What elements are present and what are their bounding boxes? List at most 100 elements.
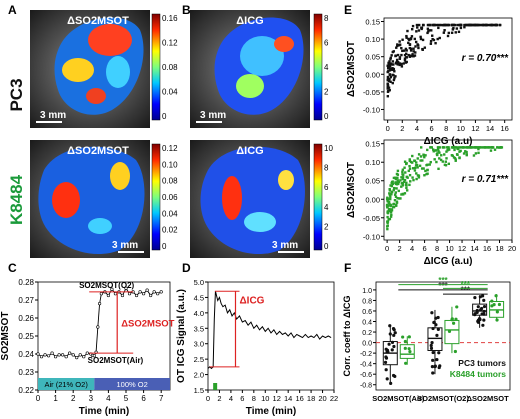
scalebar-label-b-top: 3 mm [200, 110, 226, 121]
data-point [440, 154, 443, 157]
data-point [383, 360, 388, 364]
data-point [396, 181, 399, 184]
data-point [447, 31, 451, 35]
data-point [488, 23, 492, 27]
data-point [499, 146, 503, 149]
data-point [422, 167, 425, 170]
data-point [450, 154, 454, 157]
colorbar-ticks: 0.16 0.12 0.08 0.04 0 8 6 4 2 0 0.12 0.10 0.08 0.06 0.… [162, 14, 333, 251]
data-point [405, 186, 408, 190]
y-tick-label: 4.0 [194, 309, 204, 318]
x-tick-label: 8 [444, 124, 448, 133]
data-point [414, 45, 417, 48]
data-point [394, 54, 397, 58]
data-point [497, 302, 502, 307]
data-point [481, 323, 485, 327]
data-point [416, 157, 419, 160]
data-point [429, 160, 432, 164]
data-point [388, 88, 391, 92]
data-point [406, 176, 409, 179]
data-point [387, 79, 391, 83]
data-point [478, 317, 482, 322]
data-point [413, 54, 417, 57]
data-point [425, 172, 428, 176]
x-tick-label: 14 [486, 124, 494, 133]
x-tick-label: 12 [458, 244, 466, 253]
data-point [403, 53, 407, 57]
data-point [57, 353, 61, 357]
data-point [414, 40, 418, 44]
data-point [482, 146, 485, 149]
data-point [395, 46, 398, 49]
x-tick-label: 2 [71, 394, 76, 403]
colorbar-tick-label: 2 [324, 222, 329, 231]
data-point [481, 23, 484, 27]
data-point [394, 75, 397, 78]
data-point [415, 163, 419, 167]
data-point [392, 333, 396, 337]
significance-stars: *** [438, 276, 448, 285]
data-point [453, 148, 456, 152]
y-tick-label: 0.0 [362, 341, 372, 348]
data-point [75, 356, 79, 360]
x-tick-label: 7 [159, 394, 164, 403]
data-point [405, 56, 408, 59]
data-point [388, 203, 392, 206]
data-point [71, 353, 75, 357]
data-point [401, 168, 405, 171]
y-axis-label: SO2MSOT [0, 312, 11, 361]
data-point [437, 351, 441, 355]
data-point [390, 208, 393, 212]
data-point [495, 318, 499, 322]
data-point [391, 68, 394, 72]
data-point [433, 23, 437, 27]
x-tick-label: 12 [471, 124, 479, 133]
colorbar-tick-label: 4 [324, 63, 329, 72]
data-point [439, 23, 443, 27]
data-point [411, 167, 415, 170]
image-title-a-bottom: ΔSO2MSOT [67, 145, 129, 157]
annotation-delta: ΔSO2MSOT [121, 319, 174, 330]
data-point [388, 193, 392, 197]
data-point [390, 181, 393, 185]
data-point [478, 146, 481, 149]
plot-frame [383, 139, 513, 241]
data-point [400, 176, 403, 179]
colorbar-tick-label: 0.04 [162, 209, 178, 218]
y-tick-label: -0.05 [363, 214, 380, 223]
data-point [389, 195, 392, 198]
data-point [386, 82, 389, 85]
data-point [389, 75, 393, 79]
data-point [429, 40, 433, 43]
data-point [396, 44, 399, 48]
image-b-top [190, 10, 310, 128]
plot-frame [383, 17, 513, 121]
data-point [92, 354, 96, 358]
data-point [428, 163, 431, 166]
data-point [387, 86, 391, 89]
y-tick-label: 0.05 [365, 53, 380, 62]
data-point [391, 326, 396, 331]
data-point [390, 184, 394, 188]
data-point [404, 47, 408, 51]
x-tick-label: 4 [410, 244, 414, 253]
colorbar-tick-label: 10 [324, 144, 333, 153]
category-label: SO2MSOT(Air) [372, 394, 425, 403]
data-point [392, 74, 395, 77]
data-point [437, 150, 440, 153]
data-point [409, 47, 413, 50]
data-point [408, 164, 411, 168]
data-point [455, 305, 459, 309]
data-point [494, 23, 498, 27]
x-tick-label: 10 [261, 394, 269, 403]
x-tick-label: 5 [124, 394, 129, 403]
x-tick-label: 4 [106, 394, 111, 403]
data-point [386, 227, 389, 231]
data-point [127, 292, 132, 296]
x-tick-label: 8 [435, 244, 439, 253]
x-tick-label: 20 [508, 244, 516, 253]
row-label-pc3: PC3 [7, 78, 26, 111]
data-point [458, 156, 461, 160]
data-point [391, 180, 394, 183]
data-point [145, 288, 149, 292]
